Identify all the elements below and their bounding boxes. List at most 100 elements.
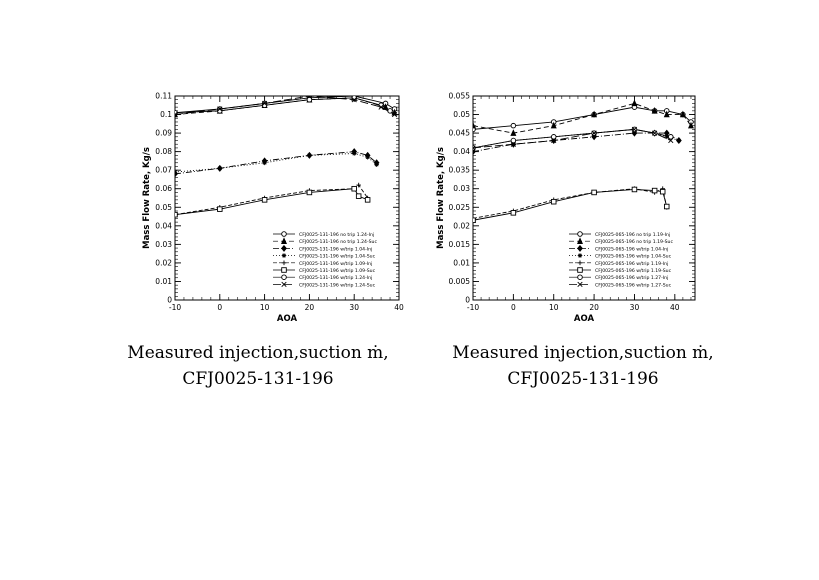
data-point: [391, 111, 398, 118]
y-tick-label: 0.07: [155, 166, 172, 175]
data-point: [651, 106, 658, 114]
data-point: [550, 121, 557, 129]
x-tick-label: 20: [305, 303, 315, 312]
series-line: [175, 151, 377, 175]
data-point: [676, 138, 682, 143]
data-point: [351, 151, 357, 156]
data-point: [351, 97, 357, 103]
y-tick-label: 0.1: [160, 110, 172, 119]
x-tick-label: -10: [467, 303, 479, 312]
data-point: [550, 134, 557, 140]
y-tick-label: 0.11: [155, 92, 172, 101]
data-point: [510, 129, 517, 136]
legend-label: CFJ0025-131-196 w/trip 1.04-Suc: [299, 254, 376, 260]
series-4: [175, 151, 379, 175]
series-6: [175, 185, 371, 218]
series-line: [473, 189, 668, 221]
data-point: [659, 188, 666, 195]
y-tick-label: 0.05: [453, 110, 470, 119]
data-point: [663, 203, 670, 210]
y-tick-label: 0.09: [155, 129, 172, 138]
legend-marker: [281, 281, 287, 288]
plot-frame: [174, 95, 400, 301]
y-tick-label: 0.03: [453, 184, 470, 193]
data-point: [591, 110, 598, 118]
y-tick-label: 0.03: [155, 240, 172, 249]
legend-label: CFJ0025-065-196 w/trip 1.27-Suc: [595, 282, 672, 288]
legend-marker: [281, 244, 287, 252]
x-tick-label: 40: [670, 303, 680, 312]
data-point: [679, 110, 686, 118]
y-tick-label: 0.015: [449, 240, 471, 249]
x-tick-label: 0: [511, 303, 516, 312]
legend-label: CFJ0025-131-196 w/trip 1.09-Suc: [299, 268, 376, 274]
caption-right: Measured injection,suction ṁ, CFJ0025-13…: [433, 340, 733, 392]
y-tick-label: 0: [167, 296, 172, 305]
data-point: [217, 106, 223, 112]
legend-label: CFJ0025-065-196 w/trip 1.04-Inj: [595, 246, 668, 252]
data-point: [631, 99, 638, 107]
data-point: [355, 193, 362, 199]
y-tick-label: 0.055: [449, 92, 471, 101]
x-tick-label: 30: [630, 303, 640, 312]
y-tick-label: 0.04: [155, 221, 172, 230]
data-point: [510, 122, 517, 129]
chart-2: -10 0 10 20 30 4000.0050.010.0150.020.0250.03…: [436, 92, 696, 324]
y-tick-label: 0.06: [155, 184, 172, 193]
legend-label: CFJ0025-131-196 w/trip 1.24-Suc: [299, 282, 376, 288]
x-tick-label: 0: [217, 303, 222, 312]
legend-marker: [577, 244, 583, 252]
series-line: [175, 153, 377, 173]
legend-marker: [281, 237, 287, 244]
y-tick-label: 0.025: [449, 203, 471, 212]
legend-marker: [577, 237, 583, 244]
data-point: [550, 198, 557, 205]
data-point: [306, 96, 313, 99]
data-point: [651, 187, 658, 194]
data-point: [374, 162, 379, 167]
data-point: [510, 137, 517, 144]
data-point: [473, 145, 476, 151]
x-tick-label: 10: [549, 303, 559, 312]
data-point: [306, 96, 313, 103]
series-8: [175, 96, 398, 118]
caption-left-line2: CFJ0025-131-196: [182, 369, 334, 389]
x-tick-label: -10: [169, 303, 181, 312]
y-tick-label: 0.01: [155, 277, 172, 286]
caption-left: Measured injection,suction ṁ, CFJ0025-13…: [108, 340, 408, 392]
data-point: [551, 137, 557, 144]
data-point: [668, 137, 674, 144]
data-point: [668, 134, 674, 140]
legend-marker: [281, 267, 287, 273]
y-tick-label: 0.005: [449, 277, 471, 286]
legend-marker: [281, 274, 287, 280]
series-line: [473, 106, 692, 130]
legend-marker: [281, 231, 287, 237]
data-point: [261, 197, 268, 203]
data-point: [473, 217, 476, 224]
data-point: [378, 104, 384, 110]
series-line: [175, 188, 368, 216]
legend-label: CFJ0025-065-196 w/trip 1.04-Suc: [595, 254, 672, 260]
legend-marker: [577, 274, 583, 280]
data-point: [175, 169, 178, 175]
plot-frame: [472, 95, 696, 301]
legend-marker: [281, 253, 287, 258]
data-point: [663, 110, 670, 118]
data-point: [664, 134, 670, 140]
data-point: [261, 100, 268, 107]
data-point: [652, 130, 658, 136]
data-point: [307, 153, 312, 158]
data-point: [473, 121, 476, 129]
data-point: [364, 197, 371, 203]
data-point: [262, 160, 267, 166]
data-point: [356, 182, 361, 188]
legend-marker: [577, 267, 583, 273]
data-point: [631, 186, 638, 193]
y-tick-label: 0.02: [155, 258, 172, 267]
legend-marker: [577, 253, 583, 258]
legend-label: CFJ0025-065-196 w/trip 1.19-Suc: [595, 268, 672, 274]
y-axis-title: Mass Flow Rate, Kg/s: [142, 147, 152, 249]
data-point: [217, 166, 223, 171]
